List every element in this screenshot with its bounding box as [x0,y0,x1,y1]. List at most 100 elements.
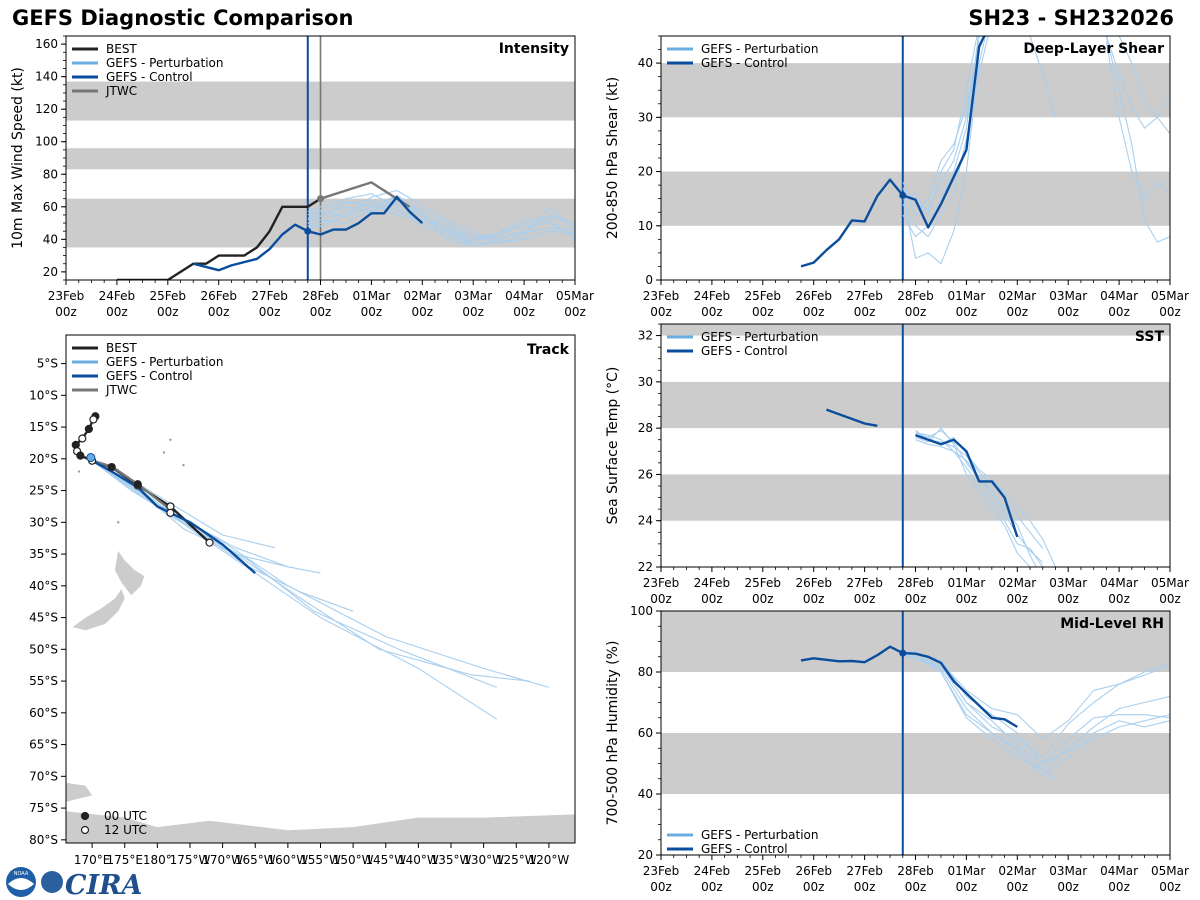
intensity-panel: 20 40 60 80 100 120 140 160 23Feb 00z 24Feb 00z 25Fe… [10,35,594,319]
lat-tick-label: 50°S [29,642,58,656]
series-line-gefs-control [915,433,1019,538]
x-tick-label: 00z [956,880,978,894]
y-tick-label: 80 [638,665,653,679]
threshold-band [661,611,1170,672]
best-12utc-marker [205,538,214,547]
threshold-band [661,733,1170,794]
panel-title: Track [527,342,570,358]
series-line-gefs-perturbation [915,432,1044,563]
island-dot [77,470,81,473]
x-tick-label: 00z [803,592,825,606]
x-tick-label: 00z [157,305,179,319]
lat-tick-label: 10°S [29,388,58,402]
x-tick-label: 00z [752,305,774,319]
x-tick-label: 00z [854,880,876,894]
x-tick-label: 28Feb [897,864,934,878]
best-00utc-marker [84,424,93,434]
legend-label: GEFS - Perturbation [701,828,818,842]
y-axis-label: 200-850 hPa Shear (kt) [605,77,621,239]
x-tick-label: 26Feb [795,576,832,590]
x-tick-label: 28Feb [897,289,934,303]
x-tick-label: 00z [956,305,978,319]
legend-label: GEFS - Perturbation [701,330,818,344]
x-tick-label: 26Feb [795,289,832,303]
noaa-logo-text: NOAA [14,871,29,877]
y-tick-label: 40 [638,787,653,801]
x-tick-label: 00z [803,880,825,894]
x-tick-label: 27Feb [846,289,883,303]
x-tick-label: 27Feb [846,864,883,878]
panel-title: Intensity [499,41,569,57]
x-tick-label: 27Feb [846,576,883,590]
x-tick-label: 24Feb [694,864,731,878]
lon-tick-label: 170°E [74,853,111,867]
legend-label: GEFS - Perturbation [106,355,223,369]
x-tick-label: 01Mar [947,864,985,878]
lat-tick-label: 55°S [29,674,58,688]
track-plot-area [66,412,575,843]
lon-tick-label: 155°W [300,853,341,867]
x-tick-label: 00z [361,305,383,319]
jtwc-current-marker [317,195,324,203]
lon-tick-label: 120°W [529,853,570,867]
x-tick-label: 00z [1057,880,1079,894]
island-dot [169,438,172,441]
y-tick-label: 10 [638,219,653,233]
y-tick-label: 22 [638,560,653,574]
lat-tick-label: 80°S [29,833,58,847]
x-tick-label: 00z [854,305,876,319]
lat-tick-label: 35°S [29,547,58,561]
lon-tick-label: 145°W [365,853,406,867]
y-tick-label: 40 [43,232,58,246]
x-tick-label: 03Mar [1049,864,1087,878]
track-line-gefs-perturbation [91,460,321,574]
series-line-gefs-control [800,36,986,268]
lon-tick-label: 125°W [496,853,537,867]
track-line-jtwc [91,459,172,511]
x-tick-label: 02Mar [403,289,441,303]
x-tick-label: 00z [854,592,876,606]
x-tick-label: 01Mar [947,576,985,590]
x-tick-label: 23Feb [643,576,680,590]
x-tick-label: 00z [905,305,927,319]
x-tick-label: 04Mar [1100,576,1138,590]
legend-label: JTWC [105,84,137,98]
cira-globe-icon [41,871,63,893]
x-tick-label: 00z [1108,592,1130,606]
x-tick-label: 24Feb [694,289,731,303]
y-tick-label: 24 [638,514,653,528]
series-line-gefs-control [800,645,1018,728]
y-tick-label: 40 [638,56,653,70]
control-current-marker [899,649,907,657]
legend-label: GEFS - Control [106,70,193,84]
series-line-gefs-perturbation [902,36,979,238]
best-00utc-marker [76,451,85,460]
control-current-marker [304,227,312,235]
threshold-band [661,474,1170,521]
rh-plot-area [661,611,1170,855]
x-tick-label: 23Feb [48,289,85,303]
series-line-gefs-perturbation [307,193,575,247]
lon-tick-label: 175°E [106,853,143,867]
x-tick-label: 26Feb [795,864,832,878]
antarctica-land [66,811,575,843]
x-tick-label: 28Feb [302,289,339,303]
axes-frame [65,334,576,844]
x-tick-label: 02Mar [998,576,1036,590]
rh-panel: 20 40 60 80 100 23Feb 00z 24Feb 00z 25Feb 00z 26Feb… [605,604,1189,894]
series-line-gefs-perturbation [902,653,1170,765]
x-tick-label: 02Mar [998,289,1036,303]
x-tick-label: 00z [1159,592,1181,606]
best-12utc-marker [89,415,98,424]
cape-adare-land [66,782,93,802]
lon-tick-label: 130°W [463,853,504,867]
lat-tick-label: 20°S [29,452,58,466]
legend-label: 00 UTC [104,809,147,823]
series-line-gefs-control [193,195,424,272]
new-zealand-north-island-land [114,550,145,596]
new-zealand-south-island-land [72,589,125,631]
series-line-gefs-perturbation [902,36,989,238]
lon-tick-label: 140°W [398,853,439,867]
x-tick-label: 00z [106,305,128,319]
x-tick-label: 00z [1007,880,1029,894]
